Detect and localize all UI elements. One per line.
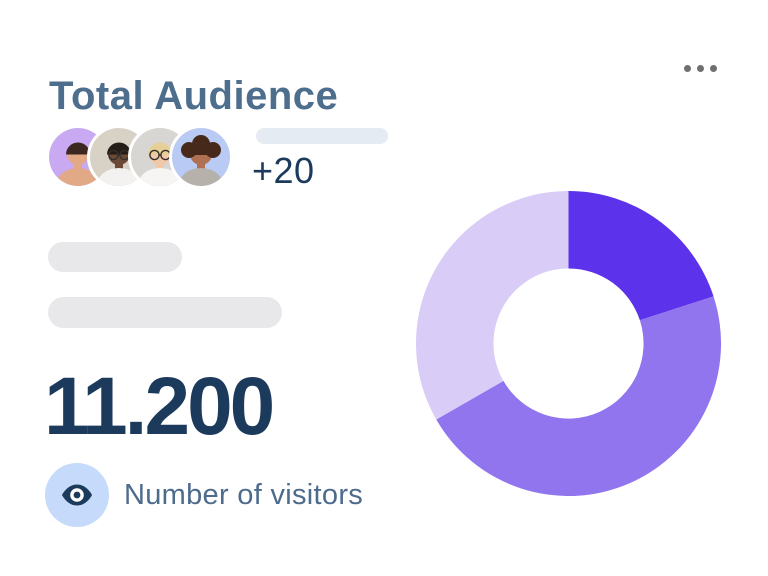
ellipsis-horizontal-icon xyxy=(696,64,704,72)
avatar-photo-2[interactable] xyxy=(87,125,151,189)
ellipsis-horizontal-icon xyxy=(709,64,717,72)
eye-badge xyxy=(45,463,109,527)
skeleton-bar-medium xyxy=(48,242,182,272)
donut-segment-dark-purple xyxy=(568,191,714,321)
skeleton-bar-large xyxy=(48,297,282,328)
menu-button[interactable] xyxy=(677,54,723,82)
page-title: Total Audience xyxy=(49,73,339,118)
visitors-label: Number of visitors xyxy=(124,478,364,511)
donut-chart xyxy=(416,191,721,496)
extra-avatars-count: +20 xyxy=(252,150,315,191)
donut-segment-medium-purple xyxy=(436,296,721,496)
avatar-photo-4[interactable] xyxy=(169,125,233,189)
ellipsis-horizontal-icon xyxy=(683,64,691,72)
eye-icon xyxy=(62,484,92,506)
skeleton-bar-small xyxy=(256,128,388,144)
visitors-row: Number of visitors xyxy=(45,463,363,527)
donut-segment-light-lavender xyxy=(416,191,569,420)
avatar-group xyxy=(46,125,233,189)
total-visitors-value: 11.200 xyxy=(44,361,275,452)
